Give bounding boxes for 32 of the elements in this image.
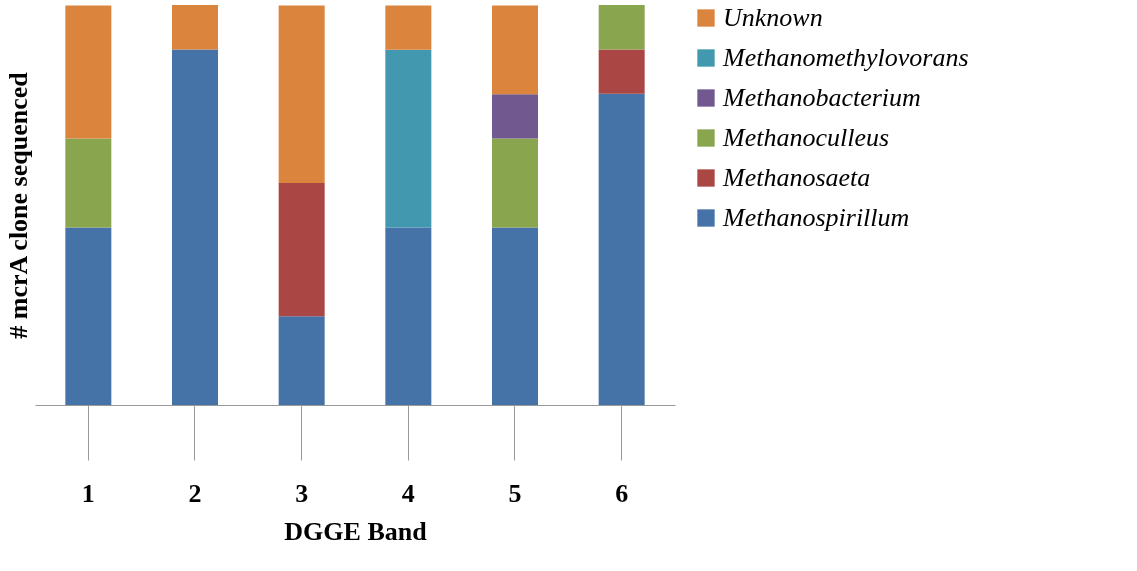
legend-label: Methanosaeta	[722, 163, 871, 192]
legend-label: Methanoculleus	[722, 123, 890, 152]
bar	[65, 227, 112, 405]
bar	[172, 49, 218, 405]
bar	[492, 227, 538, 405]
legend-label: Methanospirillum	[722, 203, 910, 232]
x-tick-label: 6	[615, 478, 629, 508]
legend-label: Methanomethylovorans	[722, 43, 969, 72]
x-tick-label: 5	[508, 478, 522, 508]
x-tick-label: 4	[401, 478, 415, 508]
bar	[492, 138, 538, 228]
legend-label: Methanobacterium	[722, 83, 921, 112]
bar	[598, 93, 645, 405]
bar	[385, 49, 432, 228]
bar	[172, 5, 218, 50]
bar	[492, 5, 538, 95]
bar	[278, 183, 325, 317]
x-tick-label: 2	[188, 478, 202, 508]
bar	[598, 49, 645, 94]
bar	[492, 94, 538, 139]
bar	[65, 138, 112, 228]
bar	[278, 316, 325, 405]
legend-label: Unknown	[723, 3, 823, 32]
bar	[278, 5, 325, 183]
y-axis-title: # mcrA clone sequenced	[3, 71, 33, 339]
bar	[385, 227, 432, 405]
x-axis-title: DGGE Band	[284, 516, 428, 546]
x-tick-label: 3	[295, 478, 309, 508]
bar	[385, 5, 432, 50]
bar	[598, 5, 645, 50]
x-tick-label: 1	[81, 478, 95, 508]
bar	[65, 5, 112, 139]
